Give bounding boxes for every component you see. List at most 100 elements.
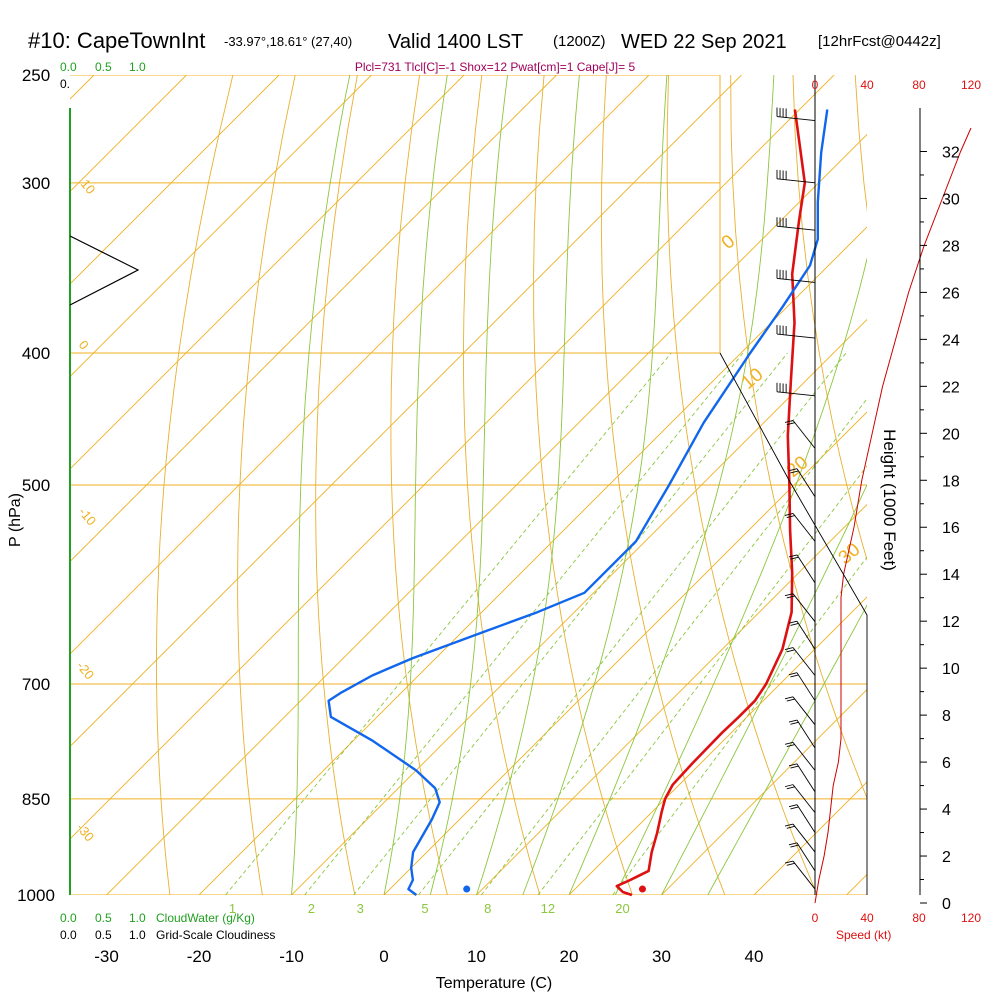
isotherm-line [568,596,867,895]
temperature-axis: -30 -20 -10 0 10 20 30 40 [94,947,763,966]
wind-barb-flag [784,419,794,423]
pressure-tick-label: 700 [22,675,50,694]
cloud-scale-bottom-black-0: 0.0 [60,928,77,942]
wind-envelope [719,352,868,895]
dry-adiabat [980,75,1000,895]
wind-barb-flag [784,647,794,650]
wind-barb-flag [784,696,794,700]
cloudiness-label: Grid-Scale Cloudiness [156,928,275,942]
zulu-time: (1200Z) [553,33,606,50]
wind-barb-flag [790,721,799,725]
height-tick-label: 22 [942,379,960,396]
height-tick-label: 0 [942,896,951,913]
dry-adiabat [730,75,867,800]
pressure-axis: 250 300 400 500 700 850 1000 [17,66,55,905]
moist-adiabat [661,483,867,895]
wind-barb [792,647,816,676]
wind-barb-flag [786,862,795,866]
mixing-ratio-line [480,398,867,895]
moist-adiabat [429,75,509,895]
pressure-tick-label: 500 [22,476,50,495]
wind-barb-flag [786,515,795,519]
speed-tick-bottom: 40 [860,911,874,925]
wind-barb-flag [786,744,795,748]
moist-adiabat [291,75,351,895]
speed-tick-bottom: 120 [961,911,981,925]
wind-barb [796,842,816,872]
cloud-scale-bottom-black-2: 1.0 [129,928,146,942]
wind-barb-flag [790,806,799,810]
moist-adiabat [614,257,867,895]
speed-tick-top: 40 [860,78,874,92]
mixing-ratio-line [612,556,867,895]
surface-temperature-marker [638,885,646,893]
pressure-tick-label: 300 [22,174,50,193]
wind-barb [776,277,816,283]
wind-barb [796,804,816,833]
wind-barb [776,116,816,121]
height-tick-label: 6 [942,755,951,772]
cloudwater-label: CloudWater (g/Kg) [156,911,255,925]
wind-barb [792,593,816,622]
mixing-ratio-label: 12 [541,901,555,916]
dry-adiabat [315,75,358,895]
height-tick-label: 26 [942,285,960,302]
cloud-scale-top-green-0: 0.0 [60,60,77,74]
wind-barb [792,513,816,542]
wind-barb-flag [788,763,798,767]
speed-tick-top: 80 [912,78,926,92]
speed-tick-top: 0 [812,78,819,92]
isotherm-line [70,75,557,563]
moist-adiabat [522,75,668,895]
mixing-ratio-label: 3 [357,901,364,916]
temperature-tick-label: -10 [279,947,304,966]
cloud-scale-top-green: 0.0 0.5 1.0 [60,60,146,74]
speed-axis-label: Speed (kt) [836,928,891,942]
wind-speed-profile [814,127,972,904]
height-tick-label: 14 [942,567,960,584]
wind-barb-flag [788,804,798,808]
wind-barb-flag [784,784,794,788]
wind-barb-flag [790,556,799,560]
wind-barb-flag [790,765,799,769]
station-coords: -33.97°,18.61° (27,40) [224,34,352,49]
station-title: #10: CapeTownInt [28,28,205,53]
height-tick-label: 10 [942,661,960,678]
speed-tick-top: 120 [961,78,981,92]
wind-barb-flag [788,719,798,723]
dry-adiabat [462,75,541,895]
cloud-scale-bottom-green: 0.0 0.5 1.0 CloudWater (g/Kg) [60,911,255,925]
wind-barb-flag [784,741,794,745]
pressure-axis-label: P (hPa) [7,493,24,547]
mixing-ratio-line [418,352,847,895]
wind-barb [792,860,816,890]
height-tick-label: 32 [942,144,960,161]
moist-adiabat [707,604,867,895]
dry-adiabat [600,75,726,895]
cloud-scale-top-green-1: 0.5 [95,60,112,74]
isotherm-line [476,503,867,895]
wind-barb [792,742,816,771]
isotherm-line [70,75,835,840]
wind-barb-flag [788,554,798,558]
dewpoint-trace [327,109,829,896]
speed-tick-bottom: 0 [812,911,819,925]
height-tick-label: 4 [942,802,951,819]
cloud-scale-bottom-black-1: 0.5 [95,928,112,942]
isotherm-line [106,133,867,895]
cloud-scale-bottom-green-2: 1.0 [129,911,146,925]
wind-barb [796,468,816,497]
height-tick-label: 30 [942,191,960,208]
temperature-tick-label: 40 [745,947,764,966]
isotherm-line [70,75,650,655]
wind-barb-flag [786,422,795,426]
dry-adiabat [666,75,818,895]
mixing-ratio-label: 20 [615,901,629,916]
isotherm-line [661,688,867,895]
temperature-trace [615,109,807,897]
height-tick-label: 16 [942,520,960,537]
cloud-scale-bottom-black: 0.0 0.5 1.0 Grid-Scale Cloudiness [60,928,275,942]
